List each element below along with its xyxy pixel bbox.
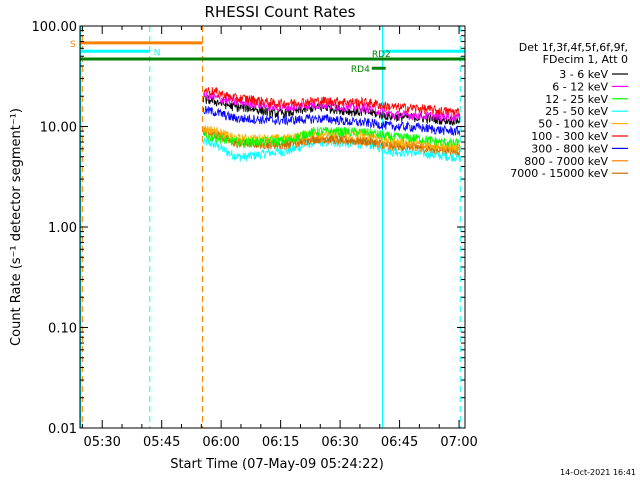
status-bar-label: RD4 [351,65,370,75]
y-tick-label: 10.00 [40,121,77,136]
y-axis-label: Count Rate (s⁻¹ detector segment⁻¹) [9,108,24,346]
x-tick-label: 05:30 [83,435,120,450]
y-tick-label: 0.01 [48,422,77,437]
y-axis: 100.00 10.00 1.00 0.10 0.01 [32,20,465,437]
legend-entry-label: 7000 - 15000 keV [510,167,608,180]
y-tick-label: 1.00 [48,221,77,236]
x-axis: 05:30 05:45 06:00 06:15 06:30 06:45 07:00 [81,26,478,450]
chart-title: RHESSI Count Rates [205,3,356,21]
x-tick-label: 06:45 [381,435,418,450]
legend-header: Det 1f,3f,4f,5f,6f,9f, [519,41,628,54]
series-line-5 [202,86,461,117]
legend-entry-label: 12 - 25 keV [545,93,608,106]
legend: Det 1f,3f,4f,5f,6f,9f,FDecim 1, Att 0 3 -… [510,41,628,180]
x-tick-label: 06:30 [321,435,358,450]
status-bar-label: S [70,40,76,50]
status-bar-label: RD2 [372,50,391,60]
series-line-6 [202,105,461,137]
series-line-3 [202,136,461,163]
legend-header: FDecim 1, Att 0 [543,53,628,66]
legend-entry-label: 300 - 800 keV [531,142,608,155]
series-line-2 [202,126,461,149]
legend-entry-label: 100 - 300 keV [531,130,608,143]
legend-entry-label: 25 - 50 keV [545,105,608,118]
legend-entry-label: 50 - 100 keV [538,118,608,131]
timestamp: 14-Oct-2021 16:41 [560,468,636,477]
series-layer [202,86,461,163]
y-tick-label: 100.00 [32,20,78,35]
legend-entry-label: 6 - 12 keV [552,80,608,93]
legend-entry-label: 3 - 6 keV [559,68,608,81]
x-tick-label: 07:00 [440,435,477,450]
x-tick-label: 05:45 [143,435,180,450]
plot-frame [79,25,466,429]
y-tick-label: 0.10 [48,322,77,337]
legend-entry-label: 800 - 7000 keV [524,155,608,168]
x-axis-label: Start Time (07-May-09 05:24:22) [170,457,384,472]
status-bar-label: N [154,48,161,58]
x-tick-label: 06:00 [202,435,239,450]
x-tick-label: 06:15 [262,435,299,450]
